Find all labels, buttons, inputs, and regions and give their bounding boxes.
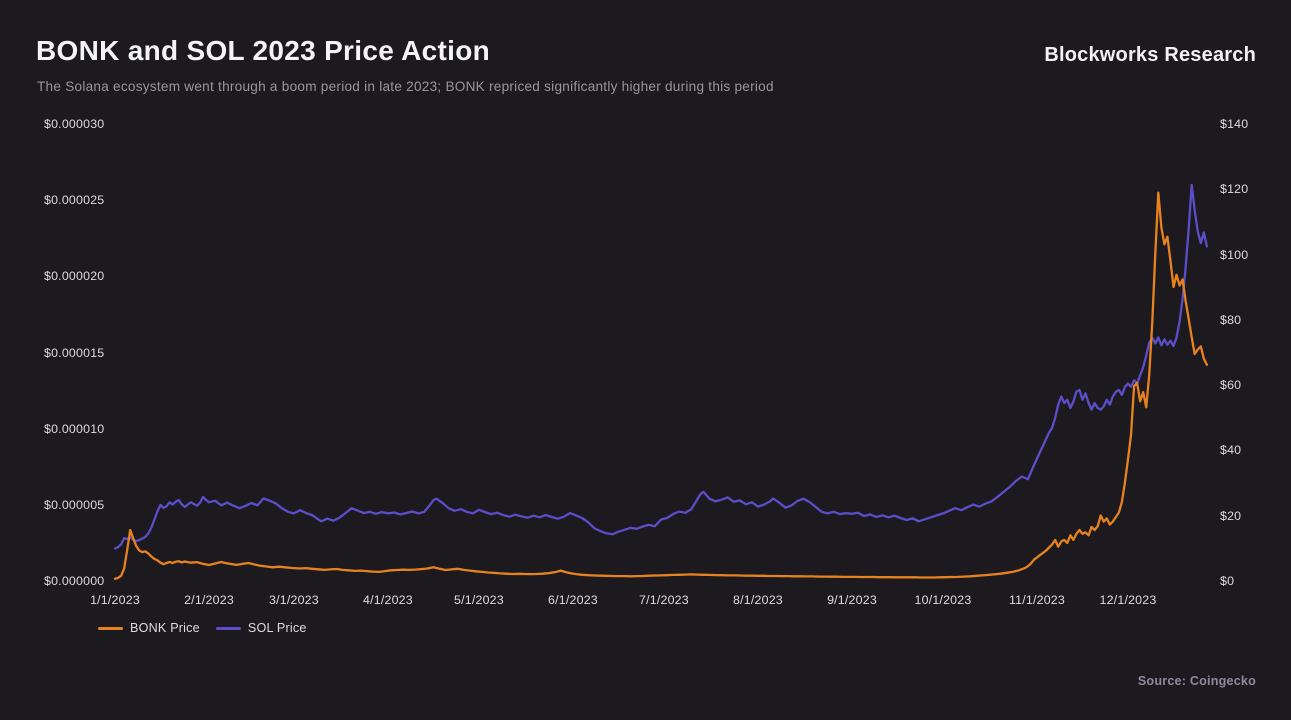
left-axis-tick: $0.000000 (44, 574, 105, 588)
chart-subtitle: The Solana ecosystem went through a boom… (37, 79, 774, 94)
x-axis-tick: 5/1/2023 (454, 593, 504, 607)
legend-label-sol: SOL Price (247, 621, 307, 635)
chart-legend: BONK Price SOL Price (98, 621, 307, 635)
right-axis-tick: $0 (1220, 574, 1235, 588)
x-axis-tick: 6/1/2023 (548, 593, 598, 607)
left-axis-tick: $0.000020 (44, 269, 105, 284)
right-axis-tick: $100 (1220, 247, 1249, 262)
bonk-line-swatch (98, 626, 123, 630)
left-axis-tick: $0.000010 (44, 421, 105, 436)
legend-item-bonk: BONK Price (98, 621, 200, 635)
right-axis-tick: $40 (1220, 443, 1242, 458)
legend-item-sol: SOL Price (215, 621, 307, 635)
x-axis-tick: 10/1/2023 (914, 593, 972, 607)
x-axis-tick: 3/1/2023 (269, 593, 319, 607)
x-axis-tick: 4/1/2023 (363, 593, 413, 607)
sol-line-swatch (215, 626, 241, 630)
left-axis-tick: $0.000005 (44, 497, 105, 512)
x-axis-tick: 2/1/2023 (184, 593, 234, 607)
left-axis-tick: $0.000025 (44, 193, 105, 208)
sol-price-line (113, 183, 1209, 550)
source-attribution: Source: Coingecko (1137, 674, 1256, 688)
brand-wordmark: Blockworks Research (1044, 44, 1256, 66)
left-axis-tick: $0.000015 (44, 345, 105, 360)
right-axis-tick: $60 (1220, 378, 1242, 393)
x-axis-tick: 7/1/2023 (639, 593, 689, 607)
x-axis-tick: 8/1/2023 (733, 593, 783, 607)
x-axis-tick: 11/1/2023 (1008, 593, 1066, 607)
bonk-price-line (113, 191, 1209, 580)
left-axis-tick: $0.000030 (44, 117, 105, 131)
legend-label-bonk: BONK Price (130, 621, 200, 635)
right-axis-tick: $20 (1220, 508, 1242, 523)
right-axis-tick: $120 (1220, 182, 1249, 197)
right-axis-tick: $140 (1220, 117, 1249, 131)
x-axis-tick: 9/1/2023 (827, 593, 877, 607)
x-axis-tick: 12/1/2023 (1099, 593, 1157, 607)
x-axis-tick: 1/1/2023 (90, 593, 140, 607)
page-title: BONK and SOL 2023 Price Action (36, 35, 491, 66)
right-axis-tick: $80 (1220, 312, 1242, 327)
